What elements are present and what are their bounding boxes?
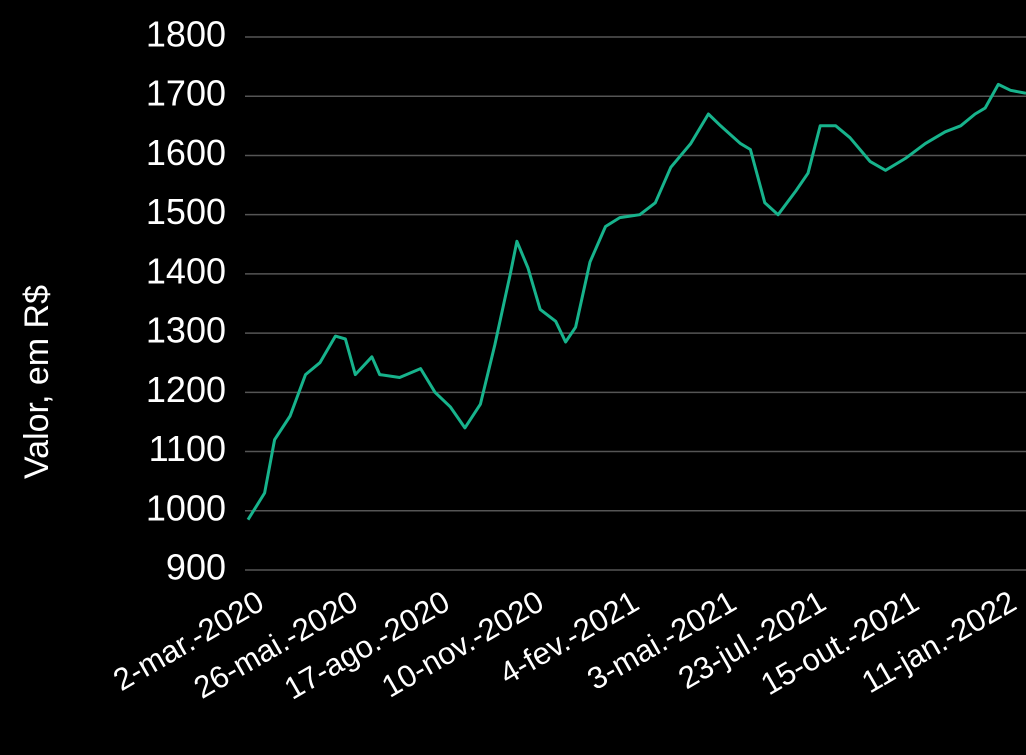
y-tick-label: 1500 — [146, 191, 226, 232]
y-tick-label: 1400 — [146, 250, 226, 291]
y-tick-label: 900 — [166, 547, 226, 588]
data-line — [246, 82, 1026, 521]
y-tick-label: 1200 — [146, 369, 226, 410]
y-tick-label: 1600 — [146, 132, 226, 173]
y-tick-label: 1700 — [146, 73, 226, 114]
y-tick-label: 1100 — [149, 428, 226, 469]
y-axis-label: Valor, em R$ — [18, 285, 56, 479]
y-tick-label: 1800 — [146, 14, 226, 55]
y-tick-label: 1300 — [146, 310, 226, 351]
y-tick-label: 1000 — [146, 487, 226, 528]
